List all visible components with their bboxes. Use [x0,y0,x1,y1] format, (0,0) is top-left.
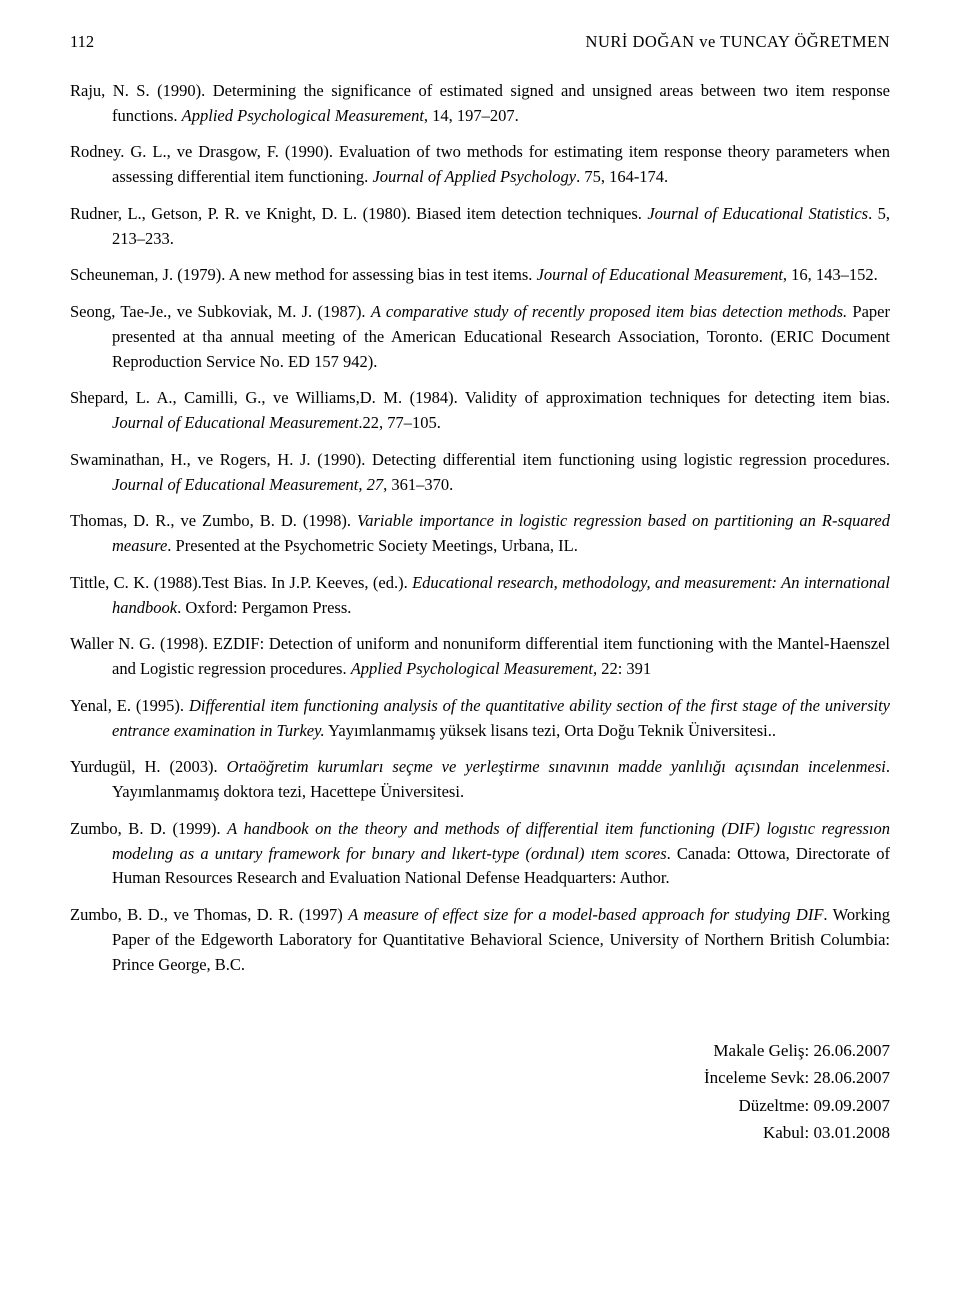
footer-dates: Makale Geliş: 26.06.2007 İnceleme Sevk: … [70,1037,890,1146]
reference-italic: A comparative study of recently proposed… [371,302,847,321]
page-header: 112 NURİ DOĞAN ve TUNCAY ÖĞRETMEN [70,30,890,55]
reference-text: Seong, Tae-Je., ve Subkoviak, M. J. (198… [70,302,371,321]
reference-item: Tittle, C. K. (1988).Test Bias. In J.P. … [70,571,890,621]
header-title: NURİ DOĞAN ve TUNCAY ÖĞRETMEN [586,30,890,55]
page-number: 112 [70,30,94,55]
reference-tail: , 361–370. [383,475,453,494]
reference-italic: A measure of effect size for a model-bas… [348,905,823,924]
reference-tail: .22, 77–105. [358,413,441,432]
reference-text: Swaminathan, H., ve Rogers, H. J. (1990)… [70,450,890,469]
reference-item: Shepard, L. A., Camilli, G., ve Williams… [70,386,890,436]
reference-text: Rudner, L., Getson, P. R. ve Knight, D. … [70,204,647,223]
reference-text: Yenal, E. (1995). [70,696,189,715]
reference-item: Rudner, L., Getson, P. R. ve Knight, D. … [70,202,890,252]
reference-italic: Journal of Applied Psychology [372,167,576,186]
reference-italic: Journal of Educational Measurement, 27 [112,475,383,494]
reference-italic: Ortaöğretim kurumları seçme ve yerleştir… [227,757,886,776]
reference-item: Thomas, D. R., ve Zumbo, B. D. (1998). V… [70,509,890,559]
footer-line-4: Kabul: 03.01.2008 [70,1119,890,1146]
reference-text: Scheuneman, J. (1979). A new method for … [70,265,537,284]
reference-item: Yurdugül, H. (2003). Ortaöğretim kurumla… [70,755,890,805]
reference-item: Yenal, E. (1995). Differential item func… [70,694,890,744]
reference-text: Yurdugül, H. (2003). [70,757,227,776]
reference-tail: Yayımlanmamış yüksek lisans tezi, Orta D… [325,721,776,740]
reference-text: Tittle, C. K. (1988).Test Bias. In J.P. … [70,573,412,592]
reference-tail: . Oxford: Pergamon Press. [177,598,351,617]
references-list: Raju, N. S. (1990). Determining the sign… [70,79,890,978]
footer-line-3: Düzeltme: 09.09.2007 [70,1092,890,1119]
reference-text: Thomas, D. R., ve Zumbo, B. D. (1998). [70,511,357,530]
reference-tail: . Presented at the Psychometric Society … [167,536,578,555]
reference-item: Scheuneman, J. (1979). A new method for … [70,263,890,288]
reference-item: Seong, Tae-Je., ve Subkoviak, M. J. (198… [70,300,890,374]
reference-italic: Applied Psychological Measurement [182,106,424,125]
reference-italic: Journal of Educational Measurement [537,265,783,284]
reference-tail: , 16, 143–152. [783,265,878,284]
reference-tail: , 14, 197–207. [424,106,519,125]
reference-text: Shepard, L. A., Camilli, G., ve Williams… [70,388,890,407]
reference-item: Raju, N. S. (1990). Determining the sign… [70,79,890,129]
reference-item: Swaminathan, H., ve Rogers, H. J. (1990)… [70,448,890,498]
reference-item: Zumbo, B. D. (1999). A handbook on the t… [70,817,890,891]
reference-tail: 22: 391 [597,659,651,678]
reference-italic: Journal of Educational Measurement [112,413,358,432]
reference-text: Zumbo, B. D., ve Thomas, D. R. (1997) [70,905,348,924]
reference-item: Zumbo, B. D., ve Thomas, D. R. (1997) A … [70,903,890,977]
reference-item: Waller N. G. (1998). EZDIF: Detection of… [70,632,890,682]
reference-tail: . 75, 164-174. [576,167,668,186]
reference-item: Rodney. G. L., ve Drasgow, F. (1990). Ev… [70,140,890,190]
footer-line-2: İnceleme Sevk: 28.06.2007 [70,1064,890,1091]
reference-text: Zumbo, B. D. (1999). [70,819,227,838]
reference-italic: Applied Psychological Measurement, [351,659,597,678]
footer-line-1: Makale Geliş: 26.06.2007 [70,1037,890,1064]
reference-italic: Journal of Educational Statistics [647,204,868,223]
